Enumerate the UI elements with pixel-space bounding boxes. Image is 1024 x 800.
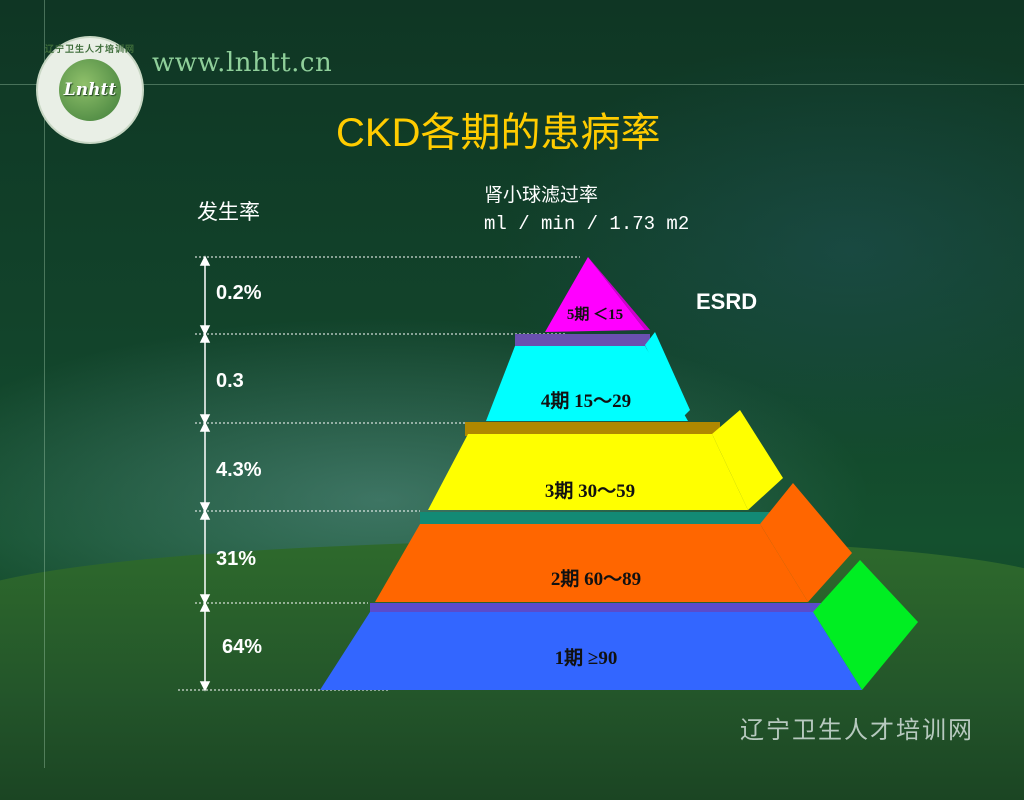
stage4-side-face bbox=[645, 332, 690, 420]
stage2-side-face bbox=[760, 483, 852, 602]
stage1-front-face bbox=[320, 612, 862, 690]
stage3-top-face bbox=[465, 422, 720, 436]
stage5-side-face bbox=[588, 257, 650, 330]
stage1-side-face bbox=[813, 560, 918, 690]
site-url: www.lnhtt.cn bbox=[152, 48, 333, 78]
stage1-label: 1期 ≥90 bbox=[555, 647, 618, 669]
gfr-label-line2: ml / min / 1.73 m2 bbox=[484, 213, 690, 235]
logo-ring-text: 辽宁卫生人才培训网 bbox=[44, 44, 135, 54]
stage2-percentage: 31% bbox=[216, 548, 257, 570]
arrowhead-icon bbox=[199, 332, 211, 343]
stage5-label: 5期 ＜15 bbox=[567, 305, 623, 323]
stage1-percentage: 64% bbox=[222, 636, 263, 658]
stage3-front-face bbox=[428, 434, 748, 510]
stage2-label: 2期 60～89 bbox=[551, 568, 641, 590]
decorative-horizontal-line bbox=[0, 84, 1024, 85]
arrowhead-icon bbox=[199, 681, 211, 692]
stage4-top-face bbox=[515, 334, 650, 348]
arrowhead-icon bbox=[199, 325, 211, 336]
arrowhead-icon bbox=[199, 509, 211, 520]
arrowhead-icon bbox=[199, 502, 211, 513]
stage4-front-face bbox=[486, 346, 688, 421]
ckd-pyramid-diagram: 5期 ＜15 4期 15～29 3期 30～59 2期 60～89 1期 ≥90 bbox=[178, 255, 918, 692]
logo-emblem: Lnhtt bbox=[59, 59, 121, 121]
site-logo: 辽宁卫生人才培训网 Lnhtt bbox=[36, 36, 144, 144]
arrowhead-icon bbox=[199, 594, 211, 605]
stage5-percentage: 0.2% bbox=[216, 282, 262, 304]
stage4-percentage: 0.3 bbox=[216, 370, 244, 392]
gfr-label-line1: 肾小球滤过率 bbox=[484, 185, 599, 206]
stage3-label: 3期 30～59 bbox=[545, 480, 635, 502]
range-arrows bbox=[199, 255, 211, 692]
stage3-side-face bbox=[712, 410, 783, 510]
arrowhead-icon bbox=[199, 601, 211, 612]
stage2-top-face bbox=[420, 512, 770, 526]
incidence-label: 发生率 bbox=[197, 201, 260, 224]
slide-title: CKD各期的患病率 bbox=[336, 111, 661, 155]
stage3-percentage: 4.3% bbox=[216, 459, 262, 481]
stage4-label: 4期 15～29 bbox=[541, 390, 631, 412]
arrowhead-icon bbox=[199, 414, 211, 425]
gfr-label: 肾小球滤过率 ml / min / 1.73 m2 bbox=[484, 181, 689, 239]
guide-lines bbox=[178, 256, 580, 691]
decorative-vertical-line bbox=[44, 0, 45, 768]
stage2-front-face bbox=[375, 524, 808, 602]
stage5-front-face bbox=[545, 257, 645, 332]
arrowhead-icon bbox=[199, 255, 211, 266]
esrd-label: ESRD bbox=[696, 289, 758, 314]
arrowhead-icon bbox=[199, 421, 211, 432]
footer-site-name: 辽宁卫生人才培训网 bbox=[740, 716, 974, 744]
